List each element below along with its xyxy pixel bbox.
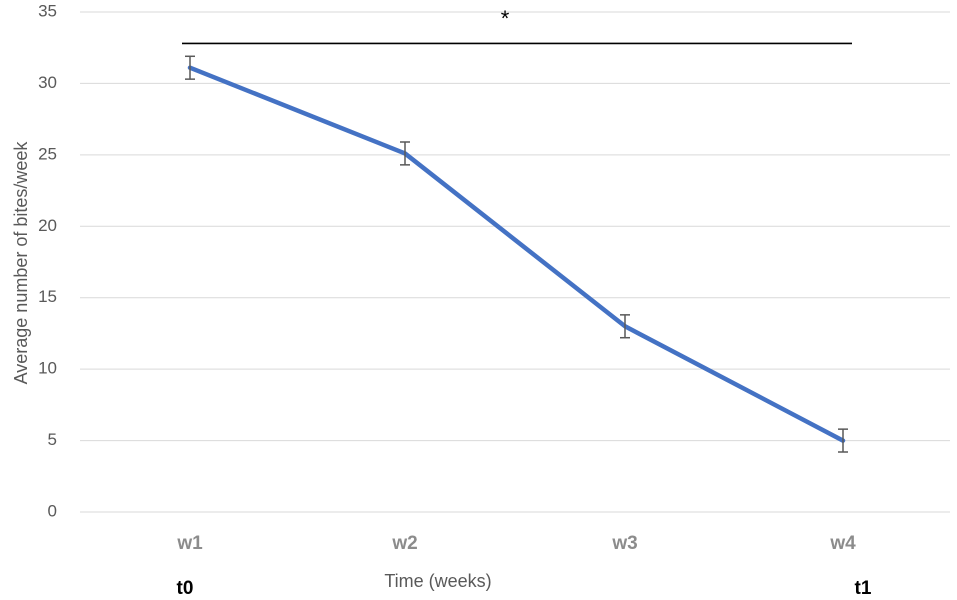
x-axis-label: Time (weeks): [384, 571, 491, 591]
time-marker-start: t0: [177, 578, 194, 599]
x-tick-label: w2: [391, 533, 417, 554]
y-tick-label: 0: [48, 501, 57, 520]
error-bar: [838, 428, 848, 453]
y-tick-label: 25: [38, 144, 57, 163]
x-axis-ticks: w1 w2 w3 w4: [176, 533, 856, 554]
error-bars: [185, 55, 848, 453]
y-tick-label: 35: [38, 1, 57, 20]
error-bar: [620, 314, 630, 339]
error-bar: [185, 55, 195, 80]
significance-marker: *: [501, 6, 510, 31]
y-tick-label: 30: [38, 73, 57, 92]
series-line: [187, 65, 846, 443]
y-tick-label: 10: [38, 359, 57, 378]
time-marker-end: t1: [855, 578, 872, 599]
x-tick-label: w1: [176, 533, 203, 554]
x-tick-label: w3: [611, 533, 637, 554]
error-bar: [400, 141, 410, 166]
y-axis-label: Average number of bites/week: [11, 141, 31, 385]
y-tick-label: 20: [38, 216, 57, 235]
gridlines: [80, 11, 950, 513]
y-tick-label: 15: [38, 287, 57, 306]
x-tick-label: w4: [829, 533, 856, 554]
y-axis-ticks: 0 5 10 15 20 25 30 35: [38, 1, 57, 520]
series-line-group: [187, 65, 846, 443]
y-tick-label: 5: [48, 430, 57, 449]
